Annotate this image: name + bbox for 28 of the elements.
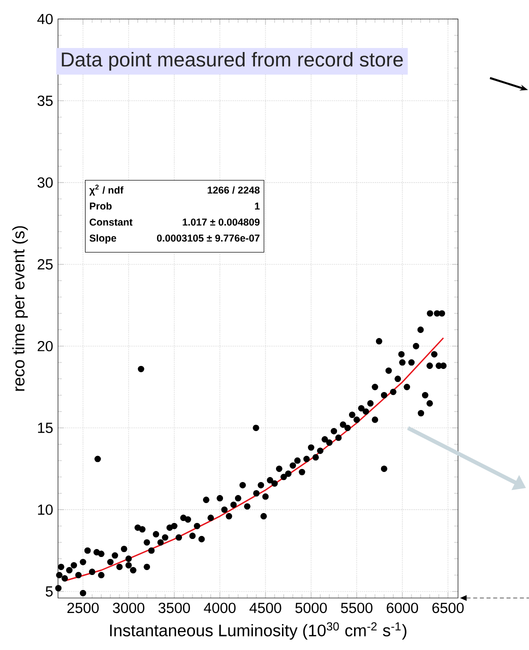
annotation: Slope <box>90 234 116 244</box>
x-tick-label: 5000 <box>295 602 327 614</box>
annotation: 1.017 ± 0.004809 <box>182 218 260 226</box>
annotation: Data point measured from record store <box>62 52 403 71</box>
x-tick-label: 4500 <box>250 602 282 614</box>
annotation: Constant <box>90 218 132 226</box>
x-tick-label: 4000 <box>204 602 236 614</box>
x-tick-label: 5500 <box>340 602 372 614</box>
x-tick-label: 3000 <box>112 602 144 614</box>
annotation: 1266 / 2248 <box>208 186 260 194</box>
y-tick-label: 10 <box>38 504 53 515</box>
annotation: Prob <box>90 202 112 210</box>
annotation: χ$^{2}$ / ndf <box>89 184 124 196</box>
y-axis-title: reco time per event (s) <box>12 226 28 391</box>
y-tick-label: 20 <box>38 340 53 352</box>
x-axis-title: Instantaneous Luminosity (10$^{30}$ cm$^{-2}$ s$^{-1}$) <box>110 622 406 640</box>
y-tick-label: 35 <box>38 96 53 106</box>
x-tick-label: 6000 <box>386 602 418 614</box>
x-tick-label: 2500 <box>67 602 99 614</box>
y-tick-label: 5 <box>46 586 53 597</box>
x-tick-label: 6500 <box>432 602 464 614</box>
x-tick-label: 3500 <box>158 602 190 614</box>
annotation: 1 <box>255 202 260 210</box>
y-tick-label: 25 <box>38 259 53 270</box>
annotation: 0.0003105 ± 9.776e-07 <box>156 234 260 242</box>
y-tick-label: 40 <box>37 14 53 24</box>
y-tick-label: 15 <box>38 422 53 434</box>
y-tick-label: 30 <box>38 177 53 188</box>
